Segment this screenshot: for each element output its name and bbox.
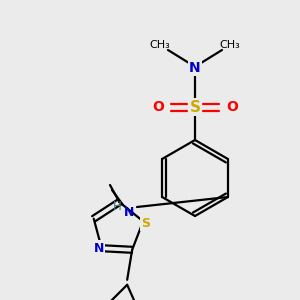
Text: O: O [226, 100, 238, 114]
Text: N: N [189, 61, 201, 75]
Text: H: H [112, 200, 122, 214]
Text: N: N [124, 206, 134, 218]
Text: CH₃: CH₃ [220, 40, 240, 50]
Text: N: N [94, 242, 104, 255]
Text: CH₃: CH₃ [150, 40, 170, 50]
Text: O: O [152, 100, 164, 114]
Text: S: S [190, 100, 200, 115]
Text: S: S [142, 217, 151, 230]
